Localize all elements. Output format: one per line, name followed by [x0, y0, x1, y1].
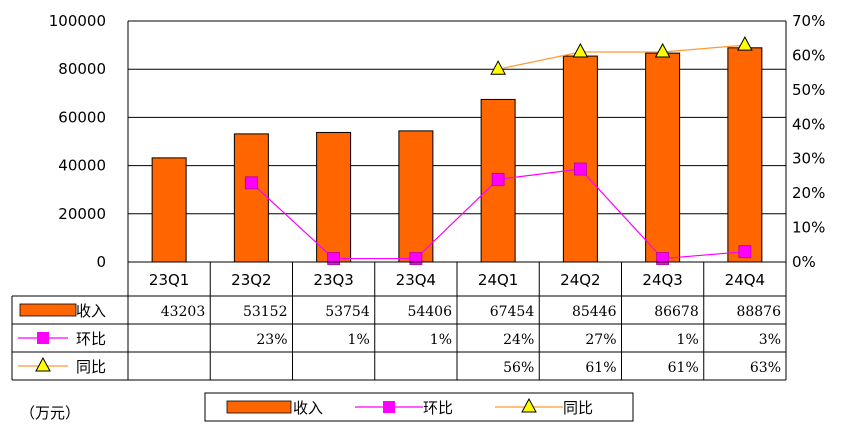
- y-left-tick-label: 40000: [58, 157, 106, 175]
- table-cell: 86678: [654, 304, 699, 320]
- y-right-tick-label: 50%: [792, 81, 825, 99]
- table-key-revenue: [19, 303, 77, 317]
- line-yoy: [498, 44, 745, 70]
- y-left-tick-label: 60000: [58, 108, 106, 126]
- bar-revenue: [233, 133, 269, 263]
- point-yoy: [654, 42, 671, 58]
- table-cell: 53152: [243, 304, 288, 320]
- table-cell: 63%: [750, 360, 781, 376]
- table-cell: 3%: [759, 332, 781, 348]
- table-cell: 27%: [585, 332, 616, 348]
- table-row-label: 环比: [76, 330, 106, 348]
- legend-label-yoy: 同比: [563, 399, 593, 417]
- point-qoq: [738, 245, 752, 259]
- category-label: 24Q4: [725, 271, 765, 289]
- y-right-tick-label: 10%: [792, 219, 825, 237]
- table-cell: 24%: [503, 332, 534, 348]
- table-cell: 54406: [407, 304, 452, 320]
- bar-revenue: [151, 157, 187, 263]
- table-cell: 61%: [668, 360, 699, 376]
- legend-label-revenue: 收入: [293, 399, 323, 417]
- point-qoq: [409, 252, 423, 265]
- y-left-tick-label: 100000: [49, 12, 106, 30]
- point-qoq: [573, 162, 587, 176]
- category-label: 23Q3: [313, 271, 353, 289]
- point-qoq: [244, 176, 258, 190]
- category-label: 24Q1: [478, 271, 518, 289]
- table-cell: 53754: [325, 304, 370, 320]
- bar-revenue: [316, 131, 352, 263]
- unit-label: （万元）: [20, 404, 81, 422]
- y-right-tick-label: 70%: [792, 12, 825, 30]
- table-cell: 1%: [677, 332, 699, 348]
- y-left-tick-label: 80000: [58, 60, 106, 78]
- table-cell: 67454: [490, 304, 535, 320]
- legend-key-qoq: [383, 401, 395, 413]
- category-label: 23Q2: [231, 271, 271, 289]
- bar-revenue: [645, 52, 681, 263]
- y-left-tick-label: 20000: [58, 205, 106, 223]
- table-cell: 1%: [430, 332, 452, 348]
- table-cell: 85446: [572, 304, 617, 320]
- point-qoq: [491, 172, 505, 186]
- category-label: 24Q2: [560, 271, 600, 289]
- y-right-tick-label: 60%: [792, 46, 825, 64]
- point-yoy: [572, 42, 589, 58]
- point-qoq: [327, 252, 341, 265]
- bar-revenue: [398, 130, 434, 263]
- legend-key-yoy: [521, 397, 537, 413]
- table-row-label: 收入: [76, 302, 106, 320]
- table-row-label: 同比: [76, 358, 106, 376]
- point-yoy: [490, 60, 506, 75]
- legend-key-revenue: [226, 400, 292, 414]
- bar-revenue: [562, 55, 598, 263]
- table-key-yoy: [35, 356, 51, 372]
- y-right-tick-label: 30%: [792, 150, 825, 168]
- table-key-qoq: [37, 332, 49, 344]
- legend-label-qoq: 环比: [423, 399, 453, 417]
- table-cell: 56%: [503, 360, 534, 376]
- table-cell: 23%: [256, 332, 287, 348]
- bar-revenue: [727, 47, 763, 263]
- category-label: 23Q1: [149, 271, 189, 289]
- category-label: 23Q4: [396, 271, 436, 289]
- category-label: 24Q3: [642, 271, 682, 289]
- table-cell: 88876: [736, 304, 781, 320]
- y-right-tick-label: 20%: [792, 184, 825, 202]
- table-cell: 43203: [161, 304, 206, 320]
- y-right-tick-label: 0%: [792, 253, 816, 271]
- y-left-tick-label: 0: [96, 253, 106, 271]
- table-cell: 1%: [348, 332, 370, 348]
- y-right-tick-label: 40%: [792, 115, 825, 133]
- point-yoy: [737, 36, 753, 51]
- point-qoq: [656, 252, 670, 265]
- table-cell: 61%: [585, 360, 616, 376]
